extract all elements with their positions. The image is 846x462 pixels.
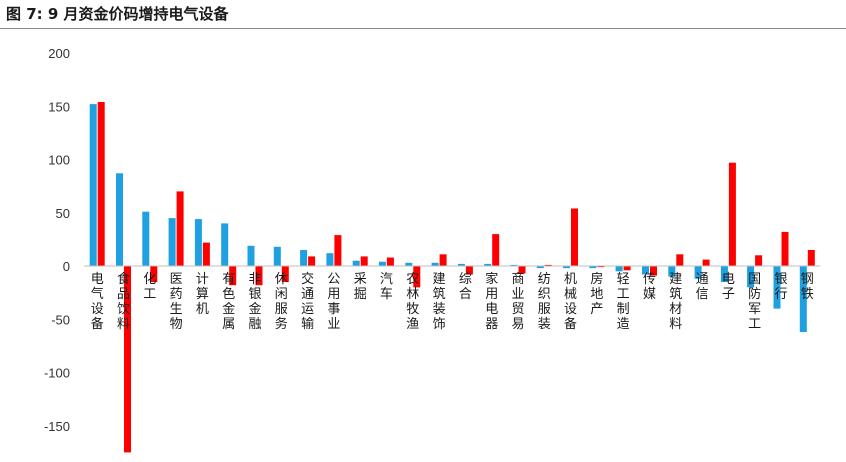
bar-series-1-16: [484, 263, 492, 266]
bar-series-2-15: [465, 266, 473, 275]
bar-series-2-17: [518, 266, 526, 274]
y-tick-label: 50: [56, 206, 70, 221]
x-category-label: 建筑装饰: [433, 272, 446, 332]
y-tick-label: -100: [44, 366, 70, 381]
x-category-label: 纺织服装: [538, 272, 551, 332]
x-category-label: 采掘: [354, 272, 367, 302]
bar-series-1-13: [405, 262, 413, 266]
bar-series-2-18: [544, 264, 552, 266]
bar-series-2-9: [308, 256, 316, 266]
y-tick-label: 100: [48, 153, 70, 168]
bar-series-1-22: [642, 266, 649, 275]
bar-series-1-8: [273, 246, 281, 266]
bar-series-1-23: [668, 266, 676, 277]
x-category-label: 轻工制造: [617, 272, 630, 332]
y-tick-label: -50: [51, 312, 70, 327]
bar-series-2-26: [755, 255, 763, 266]
y-axis-ticks: 200 150 100 50 0 -50 -100 -150: [44, 46, 70, 434]
bar-series-2-21: [623, 266, 631, 271]
x-category-label: 机械设备: [564, 272, 577, 332]
bar-series-1-18: [536, 266, 544, 269]
bar-series-2-1: [97, 102, 105, 266]
figure-title: 图 7: 9 月资金价码增持电气设备: [6, 5, 229, 23]
y-tick-label: -150: [44, 419, 70, 434]
bar-series-2-2: [124, 266, 131, 453]
bar-series-1-3: [142, 211, 150, 266]
bar-series-1-4: [168, 218, 176, 266]
bar-series-2-6: [229, 266, 237, 286]
bars: [89, 102, 815, 453]
x-category-label: 房地产: [590, 271, 603, 317]
x-category-label: 传媒: [643, 272, 656, 302]
bar-series-1-11: [352, 260, 360, 266]
x-category-label: 通信: [696, 272, 709, 302]
bar-series-2-28: [807, 250, 815, 266]
bar-series-1-21: [615, 266, 623, 272]
x-category-label: 建筑材料: [669, 272, 682, 332]
x-category-label: 公用事业: [327, 272, 340, 332]
x-category-label: 非银金融: [248, 272, 261, 332]
x-category-label: 计算机: [196, 272, 209, 317]
bar-series-1-6: [221, 223, 229, 266]
x-category-label: 交通运输: [301, 271, 314, 332]
bar-series-1-14: [431, 262, 439, 266]
bar-series-2-14: [439, 254, 447, 266]
bar-series-2-27: [781, 231, 789, 266]
bar-series-1-17: [510, 264, 518, 266]
bar-series-1-7: [247, 245, 255, 266]
bar-series-2-8: [281, 266, 289, 282]
x-category-label: 电子: [722, 272, 735, 302]
x-category-label: 食品饮料: [117, 271, 130, 332]
bar-series-2-25: [728, 162, 736, 266]
x-category-label: 综合: [459, 272, 472, 302]
bar-series-1-25: [720, 266, 728, 282]
bar-series-1-12: [378, 261, 386, 266]
bar-series-2-19: [571, 208, 578, 266]
bar-series-2-23: [676, 254, 684, 266]
bar-series-2-16: [492, 234, 500, 266]
bar-series-1-15: [457, 263, 465, 266]
y-tick-label: 0: [63, 259, 70, 274]
bar-series-2-13: [413, 266, 421, 288]
x-category-label: 医药生物: [170, 272, 183, 332]
bar-series-1-1: [89, 104, 97, 266]
bar-series-2-20: [597, 266, 605, 268]
bar-series-2-24: [702, 259, 710, 266]
x-category-label: 家用电器: [485, 271, 498, 332]
x-category-label: 休闲服务: [275, 272, 288, 332]
bar-series-1-19: [563, 266, 570, 269]
bar-series-2-5: [202, 242, 210, 266]
bar-series-1-10: [326, 253, 334, 266]
x-category-label: 农林牧渔: [406, 272, 419, 332]
bar-series-2-7: [255, 266, 263, 286]
bar-series-1-27: [773, 266, 781, 309]
x-category-label: 有色金属: [222, 272, 235, 332]
x-category-label: 银行: [774, 272, 787, 302]
bar-series-1-28: [799, 266, 807, 332]
x-category-label: 化工: [143, 272, 156, 302]
title-divider: [0, 28, 846, 29]
y-tick-label: 150: [48, 99, 70, 114]
bar-series-1-24: [694, 266, 702, 279]
bar-series-2-10: [334, 235, 342, 266]
bar-series-1-26: [747, 266, 755, 288]
bar-series-2-4: [176, 191, 184, 266]
bar-series-2-3: [150, 266, 158, 282]
bar-series-1-2: [116, 173, 123, 266]
x-category-label: 钢铁: [801, 272, 814, 302]
bar-series-1-5: [194, 219, 202, 266]
x-category-label: 国防军工: [748, 272, 761, 332]
bar-series-2-11: [360, 256, 368, 266]
x-category-label: 电气设备: [91, 272, 104, 332]
bar-series-2-12: [386, 257, 394, 266]
x-category-label: 汽车: [380, 272, 393, 302]
y-tick-label: 200: [48, 46, 70, 61]
bar-series-1-9: [300, 250, 308, 266]
bar-series-1-20: [589, 266, 597, 269]
bar-series-2-22: [650, 266, 657, 276]
x-category-label: 商业贸易: [511, 272, 524, 332]
